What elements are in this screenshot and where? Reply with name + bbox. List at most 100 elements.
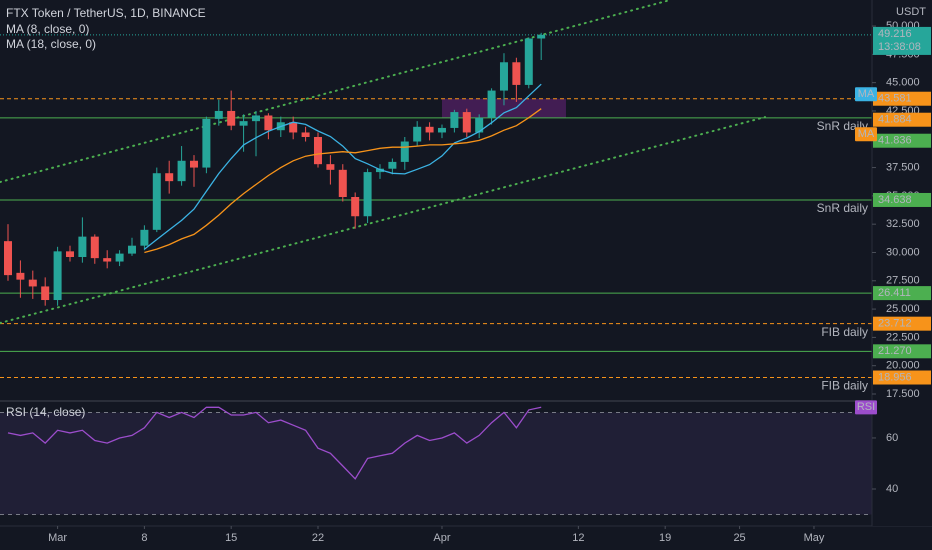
candle-body [202, 118, 211, 168]
candle-body [375, 168, 384, 173]
candle-body [239, 121, 248, 126]
candle-body [127, 245, 136, 254]
candle-body [301, 132, 310, 137]
candle-body [3, 241, 12, 276]
indicator-badge-bg [855, 400, 877, 415]
candle-body [537, 34, 546, 39]
x-tick-label: Mar [48, 532, 67, 544]
candle-body [499, 62, 508, 91]
level-note: FIB daily [821, 379, 868, 393]
level-label-bg [873, 370, 931, 385]
candle-body [103, 258, 112, 262]
candle-body [214, 110, 223, 119]
level-label-bg [873, 192, 931, 207]
level-label-bg [873, 91, 931, 106]
candle-body [115, 253, 124, 262]
last-price-label: 49.216 [878, 28, 912, 40]
indicator-badge-bg [855, 87, 877, 102]
level-note: SnR daily [817, 201, 868, 215]
y-tick-label: 17.500 [886, 388, 920, 400]
x-tick-label: May [804, 532, 825, 544]
candle-body [78, 236, 87, 258]
level-label: 41.836 [878, 135, 912, 147]
level-label-bg [873, 344, 931, 359]
x-tick-label: 19 [659, 532, 671, 544]
candle-body [41, 286, 50, 301]
y-tick-label: 45.000 [886, 77, 920, 89]
x-tick-label: 22 [312, 532, 324, 544]
candle-body [487, 90, 496, 118]
currency: USDT [896, 6, 926, 18]
candle-body [363, 172, 372, 217]
candle-body [28, 279, 37, 287]
level-label: 34.638 [878, 194, 912, 206]
candle-body [152, 173, 161, 230]
countdown: 13:38:08 [878, 41, 921, 53]
y-tick-label: 37.500 [886, 161, 920, 173]
level-label: 41.884 [878, 114, 912, 126]
level-label-bg [873, 112, 931, 127]
candle-body [326, 164, 335, 170]
indicator-badge: MA [858, 128, 875, 140]
level-label: 18.956 [878, 371, 912, 383]
x-tick-label: 12 [572, 532, 584, 544]
rsi-pane [0, 406, 872, 516]
candle-body [16, 272, 25, 280]
y-tick-label: 22.500 [886, 331, 920, 343]
candle-body [264, 115, 273, 131]
chart-title: FTX Token / TetherUS, 1D, BINANCE [6, 6, 206, 20]
y-tick-label: 27.500 [886, 275, 920, 287]
trendline [0, 0, 672, 184]
candle-body [338, 169, 347, 197]
candle-body [400, 141, 409, 162]
indicator-badge-bg [855, 127, 877, 142]
candle-body [189, 160, 198, 168]
candle-body [65, 251, 74, 258]
candle-body [53, 251, 62, 301]
candle-body [165, 173, 174, 182]
candle-body [177, 160, 186, 182]
price-scale-labels: 50.00047.50045.00042.50040.00037.50035.0… [872, 20, 931, 495]
y-tick-label: 20.000 [886, 360, 920, 372]
rsi-band [0, 412, 872, 515]
level-label-bg [873, 286, 931, 301]
candle-body [524, 38, 533, 85]
candle-body [425, 126, 434, 133]
candle-body [462, 112, 471, 133]
legend-entry: MA (18, close, 0) [6, 37, 96, 51]
indicator-badge: MA [858, 88, 875, 100]
rsi-tick-label: 40 [886, 483, 898, 495]
candle-body [313, 136, 322, 165]
candle-body [512, 62, 521, 85]
level-label-bg [873, 316, 931, 331]
y-tick-label: 30.000 [886, 246, 920, 258]
level-label: 26.411 [878, 287, 911, 299]
candle-body [437, 127, 446, 133]
ma-line [144, 108, 542, 254]
y-tick-label: 32.500 [886, 218, 920, 230]
last-price-bg [873, 26, 931, 55]
candle-body [227, 110, 236, 126]
rsi-tick-label: 60 [886, 432, 898, 444]
candle-body [351, 196, 360, 217]
legend-entry: MA (8, close, 0) [6, 22, 89, 36]
legend: FTX Token / TetherUS, 1D, BINANCE MA (8,… [6, 6, 206, 419]
ma-line [143, 83, 542, 250]
trendline [0, 116, 766, 325]
y-tick-label: 25.000 [886, 303, 920, 315]
candle-body [289, 122, 298, 133]
candle-body [251, 115, 260, 122]
x-tick-label: Apr [433, 532, 450, 544]
indicator-badge: RSI [857, 401, 875, 413]
x-tick-label: 25 [733, 532, 745, 544]
candle-body [90, 236, 99, 259]
candle-body [388, 161, 397, 169]
level-label-bg [873, 133, 931, 148]
level-note: FIB daily [821, 325, 868, 339]
candle-body [475, 117, 484, 133]
candle-body [450, 112, 459, 128]
legend-entry: RSI (14, close) [6, 405, 85, 419]
